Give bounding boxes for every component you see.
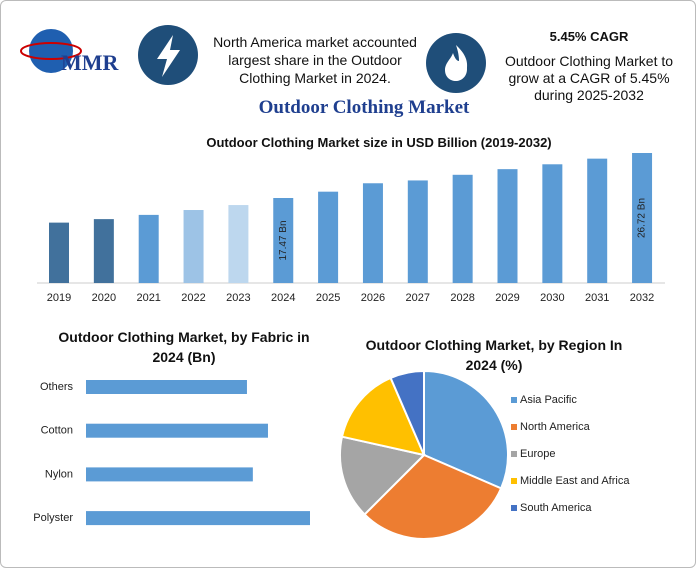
legend-label: North America	[520, 421, 591, 433]
bar	[362, 183, 383, 283]
bar	[86, 380, 247, 394]
y-tick-label: Polyster	[33, 512, 73, 524]
bar	[497, 169, 518, 283]
x-tick-label: 2031	[585, 292, 609, 304]
bar	[138, 214, 159, 283]
icon-flame	[445, 45, 468, 81]
bar	[86, 511, 310, 526]
x-tick-label: 2032	[630, 292, 654, 304]
x-tick-label: 2020	[92, 292, 116, 304]
bar	[587, 158, 608, 283]
bar	[86, 467, 253, 482]
legend-label: Europe	[520, 448, 555, 460]
x-tick-label: 2028	[450, 292, 474, 304]
y-tick-label: Nylon	[45, 468, 73, 480]
legend-swatch	[511, 451, 517, 457]
x-tick-label: 2022	[181, 292, 205, 304]
x-tick-label: 2027	[406, 292, 430, 304]
legend-label: Asia Pacific	[520, 394, 577, 406]
legend-swatch	[511, 505, 517, 511]
bar	[86, 423, 268, 438]
legend-label: Middle East and Africa	[520, 475, 630, 487]
logo-orbit	[20, 42, 82, 60]
x-tick-label: 2030	[540, 292, 564, 304]
y-tick-label: Others	[40, 381, 74, 393]
highlight-title: 5.45% CAGR	[549, 29, 629, 44]
bar	[228, 205, 249, 283]
logo-text: MMR	[61, 50, 120, 75]
bar	[93, 219, 114, 283]
x-tick-label: 2021	[136, 292, 160, 304]
y-tick-label: Cotton	[41, 425, 73, 437]
bar	[183, 210, 204, 283]
bar	[542, 164, 563, 283]
value-label: 26.72 Bn	[637, 198, 648, 238]
bar	[407, 180, 428, 283]
chart-title: Outdoor Clothing Market, by Region In 20…	[365, 337, 623, 373]
bar	[49, 222, 69, 283]
x-tick-label: 2019	[47, 292, 71, 304]
x-tick-label: 2026	[361, 292, 385, 304]
x-tick-label: 2024	[271, 292, 295, 304]
legend-swatch	[511, 424, 517, 430]
bar	[318, 191, 339, 283]
highlight-text: Outdoor Clothing Market to grow at a CAG…	[504, 53, 674, 103]
highlight-text: North America market accounted largest s…	[213, 34, 417, 86]
pie-slice	[340, 376, 426, 457]
x-tick-label: 2023	[226, 292, 250, 304]
chart-title: Outdoor Clothing Market size in USD Bill…	[206, 135, 552, 150]
pie-slice	[363, 453, 503, 540]
chart-title: Outdoor Clothing Market, by Fabric in 20…	[58, 329, 310, 365]
bar	[632, 153, 653, 283]
legend-swatch	[511, 397, 517, 403]
page-title: Outdoor Clothing Market	[258, 97, 470, 118]
bar	[452, 174, 473, 283]
pie-slice	[339, 435, 426, 516]
bar	[273, 198, 294, 283]
icon-bolt	[157, 35, 180, 77]
pie-slice	[389, 369, 425, 456]
pie-slice	[423, 369, 509, 490]
x-tick-label: 2029	[495, 292, 519, 304]
value-label: 17.47 Bn	[278, 220, 289, 260]
x-tick-label: 2025	[316, 292, 340, 304]
legend-label: South America	[520, 502, 592, 514]
logo-globe	[29, 29, 73, 73]
legend-swatch	[511, 478, 517, 484]
